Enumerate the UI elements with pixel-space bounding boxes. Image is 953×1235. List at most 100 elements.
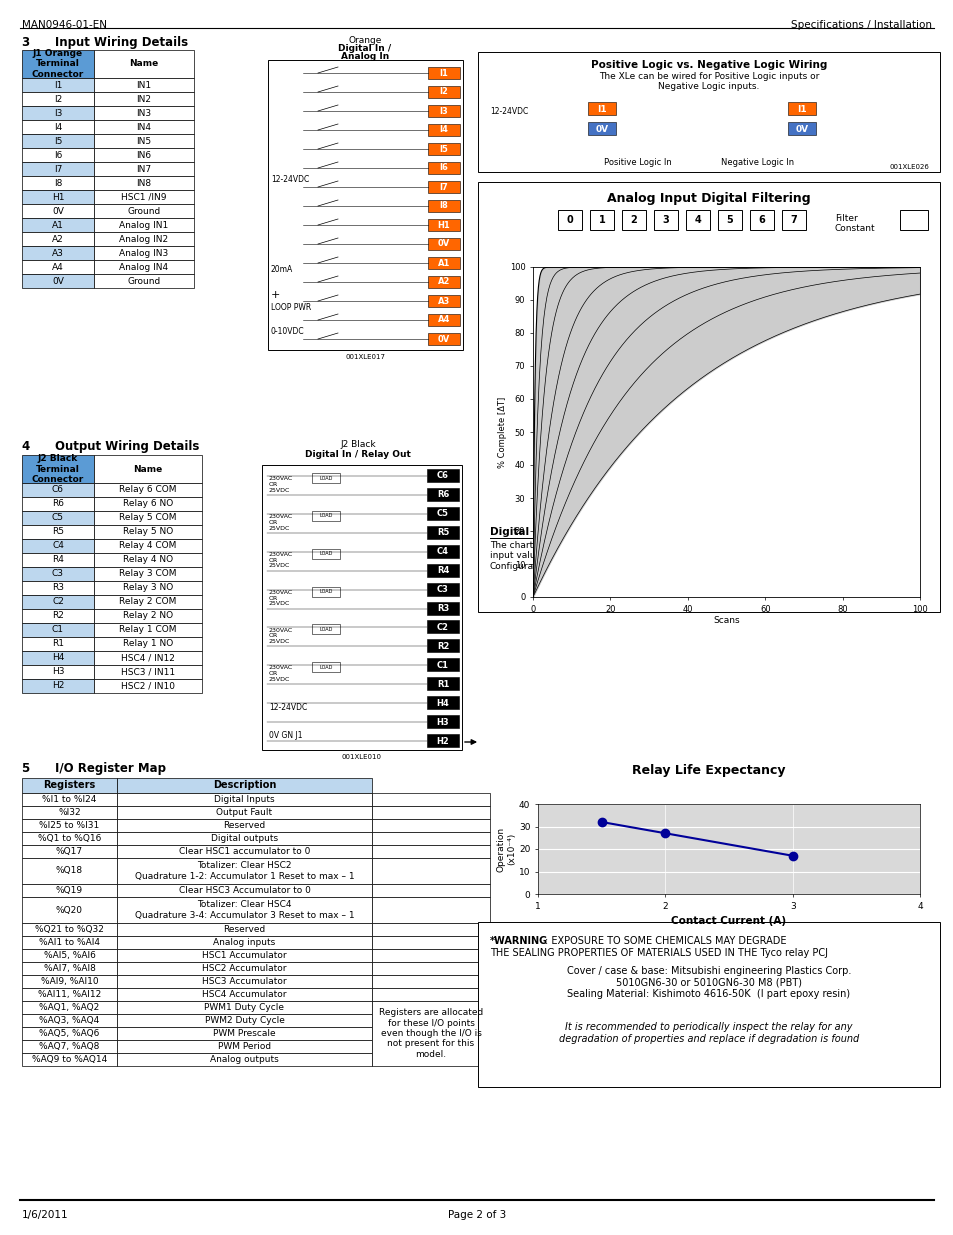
Bar bbox=[22, 525, 94, 538]
Bar bbox=[117, 858, 372, 884]
Text: 230VAC
OR
25VDC: 230VAC OR 25VDC bbox=[269, 477, 293, 493]
Text: A4: A4 bbox=[437, 315, 450, 325]
Bar bbox=[94, 246, 193, 261]
Bar bbox=[94, 538, 202, 553]
Bar bbox=[94, 637, 202, 651]
Bar bbox=[22, 567, 94, 580]
Bar bbox=[22, 78, 94, 91]
Text: IN4: IN4 bbox=[136, 122, 152, 131]
Text: 230VAC
OR
25VDC: 230VAC OR 25VDC bbox=[269, 514, 293, 531]
Bar bbox=[22, 595, 94, 609]
Text: Analog inputs: Analog inputs bbox=[213, 939, 275, 947]
Text: A4: A4 bbox=[52, 263, 64, 272]
Bar bbox=[22, 246, 94, 261]
Text: 12-24VDC: 12-24VDC bbox=[490, 107, 528, 116]
Bar bbox=[372, 793, 490, 806]
Text: I4: I4 bbox=[439, 126, 448, 135]
Text: Relay 3 NO: Relay 3 NO bbox=[123, 583, 172, 593]
Text: %I1 to %I24: %I1 to %I24 bbox=[42, 795, 96, 804]
Bar bbox=[427, 563, 458, 577]
Text: %AQ9 to %AQ14: %AQ9 to %AQ14 bbox=[31, 1055, 107, 1065]
Text: %AI1 to %AI4: %AI1 to %AI4 bbox=[39, 939, 100, 947]
Bar bbox=[22, 261, 94, 274]
Bar bbox=[372, 936, 490, 948]
Text: C6: C6 bbox=[436, 472, 449, 480]
Bar bbox=[94, 49, 193, 78]
Bar bbox=[587, 122, 616, 135]
Text: THE SEALING PROPERTIES OF MATERIALS USED IN THE Tyco relay PCJ: THE SEALING PROPERTIES OF MATERIALS USED… bbox=[490, 948, 827, 958]
Bar bbox=[22, 845, 117, 858]
Bar bbox=[22, 511, 94, 525]
Text: LOOP PWR: LOOP PWR bbox=[271, 304, 311, 312]
Bar bbox=[22, 454, 94, 483]
Bar bbox=[558, 210, 581, 230]
Bar bbox=[428, 333, 459, 345]
Bar bbox=[22, 679, 94, 693]
Bar bbox=[372, 845, 490, 858]
Text: Analog outputs: Analog outputs bbox=[210, 1055, 278, 1065]
Bar bbox=[372, 962, 490, 974]
Bar bbox=[22, 120, 94, 135]
Bar bbox=[22, 936, 117, 948]
Bar bbox=[22, 974, 117, 988]
Bar bbox=[718, 210, 741, 230]
Text: *WARNING: *WARNING bbox=[490, 936, 548, 946]
Bar bbox=[587, 103, 616, 115]
Text: Positive Logic In: Positive Logic In bbox=[603, 158, 671, 167]
Text: 12-24VDC: 12-24VDC bbox=[271, 175, 309, 184]
Bar bbox=[117, 897, 372, 923]
Bar bbox=[94, 651, 202, 664]
Bar bbox=[22, 580, 94, 595]
Text: MAN0946-01-EN: MAN0946-01-EN bbox=[22, 20, 107, 30]
Text: J2 Black: J2 Black bbox=[340, 440, 375, 450]
Bar bbox=[428, 143, 459, 156]
Text: %Q1 to %Q16: %Q1 to %Q16 bbox=[38, 834, 101, 844]
Text: IN6: IN6 bbox=[136, 151, 152, 159]
Text: C1: C1 bbox=[52, 625, 64, 635]
Bar bbox=[94, 525, 202, 538]
Text: PWM1 Duty Cycle: PWM1 Duty Cycle bbox=[204, 1003, 284, 1011]
Bar bbox=[117, 819, 372, 832]
Text: Analog IN3: Analog IN3 bbox=[119, 248, 169, 258]
Bar bbox=[22, 91, 94, 106]
Bar bbox=[94, 679, 202, 693]
Text: PWM Prescale: PWM Prescale bbox=[213, 1029, 275, 1037]
Text: Cover / case & base: Mitsubishi engineering Plastics Corp.
5010GN6-30 or 5010GN6: Cover / case & base: Mitsubishi engineer… bbox=[566, 966, 850, 999]
Bar bbox=[94, 120, 193, 135]
Text: I2: I2 bbox=[439, 88, 448, 96]
Bar bbox=[22, 204, 94, 219]
Text: %Q17: %Q17 bbox=[56, 847, 83, 856]
Bar bbox=[94, 454, 202, 483]
Text: Analog In: Analog In bbox=[340, 52, 389, 61]
Bar bbox=[22, 1053, 117, 1066]
Text: R5: R5 bbox=[52, 527, 64, 536]
Text: R4: R4 bbox=[52, 556, 64, 564]
Bar bbox=[22, 622, 94, 637]
Text: 5      I/O Register Map: 5 I/O Register Map bbox=[22, 762, 166, 776]
Bar bbox=[22, 923, 117, 936]
Bar bbox=[94, 274, 193, 288]
Bar bbox=[22, 274, 94, 288]
Text: Description: Description bbox=[213, 781, 276, 790]
Text: Output Fault: Output Fault bbox=[216, 808, 273, 818]
Text: Analog IN2: Analog IN2 bbox=[119, 235, 169, 243]
Text: H4: H4 bbox=[436, 699, 449, 708]
Bar bbox=[94, 177, 193, 190]
Text: Name: Name bbox=[130, 59, 158, 68]
Bar bbox=[477, 182, 939, 613]
Text: %Q20: %Q20 bbox=[56, 905, 83, 914]
Text: C5: C5 bbox=[52, 514, 64, 522]
Bar bbox=[427, 734, 458, 747]
Bar bbox=[22, 793, 117, 806]
Text: I1: I1 bbox=[439, 68, 448, 78]
Bar bbox=[94, 580, 202, 595]
Bar bbox=[312, 662, 339, 672]
Bar bbox=[94, 483, 202, 496]
Text: Relay 4 NO: Relay 4 NO bbox=[123, 556, 172, 564]
Text: C5: C5 bbox=[436, 509, 449, 519]
Bar bbox=[372, 923, 490, 936]
Bar bbox=[22, 664, 94, 679]
Text: Name: Name bbox=[133, 464, 162, 473]
Text: 001XLE010: 001XLE010 bbox=[341, 755, 381, 760]
Text: H3: H3 bbox=[436, 718, 449, 726]
